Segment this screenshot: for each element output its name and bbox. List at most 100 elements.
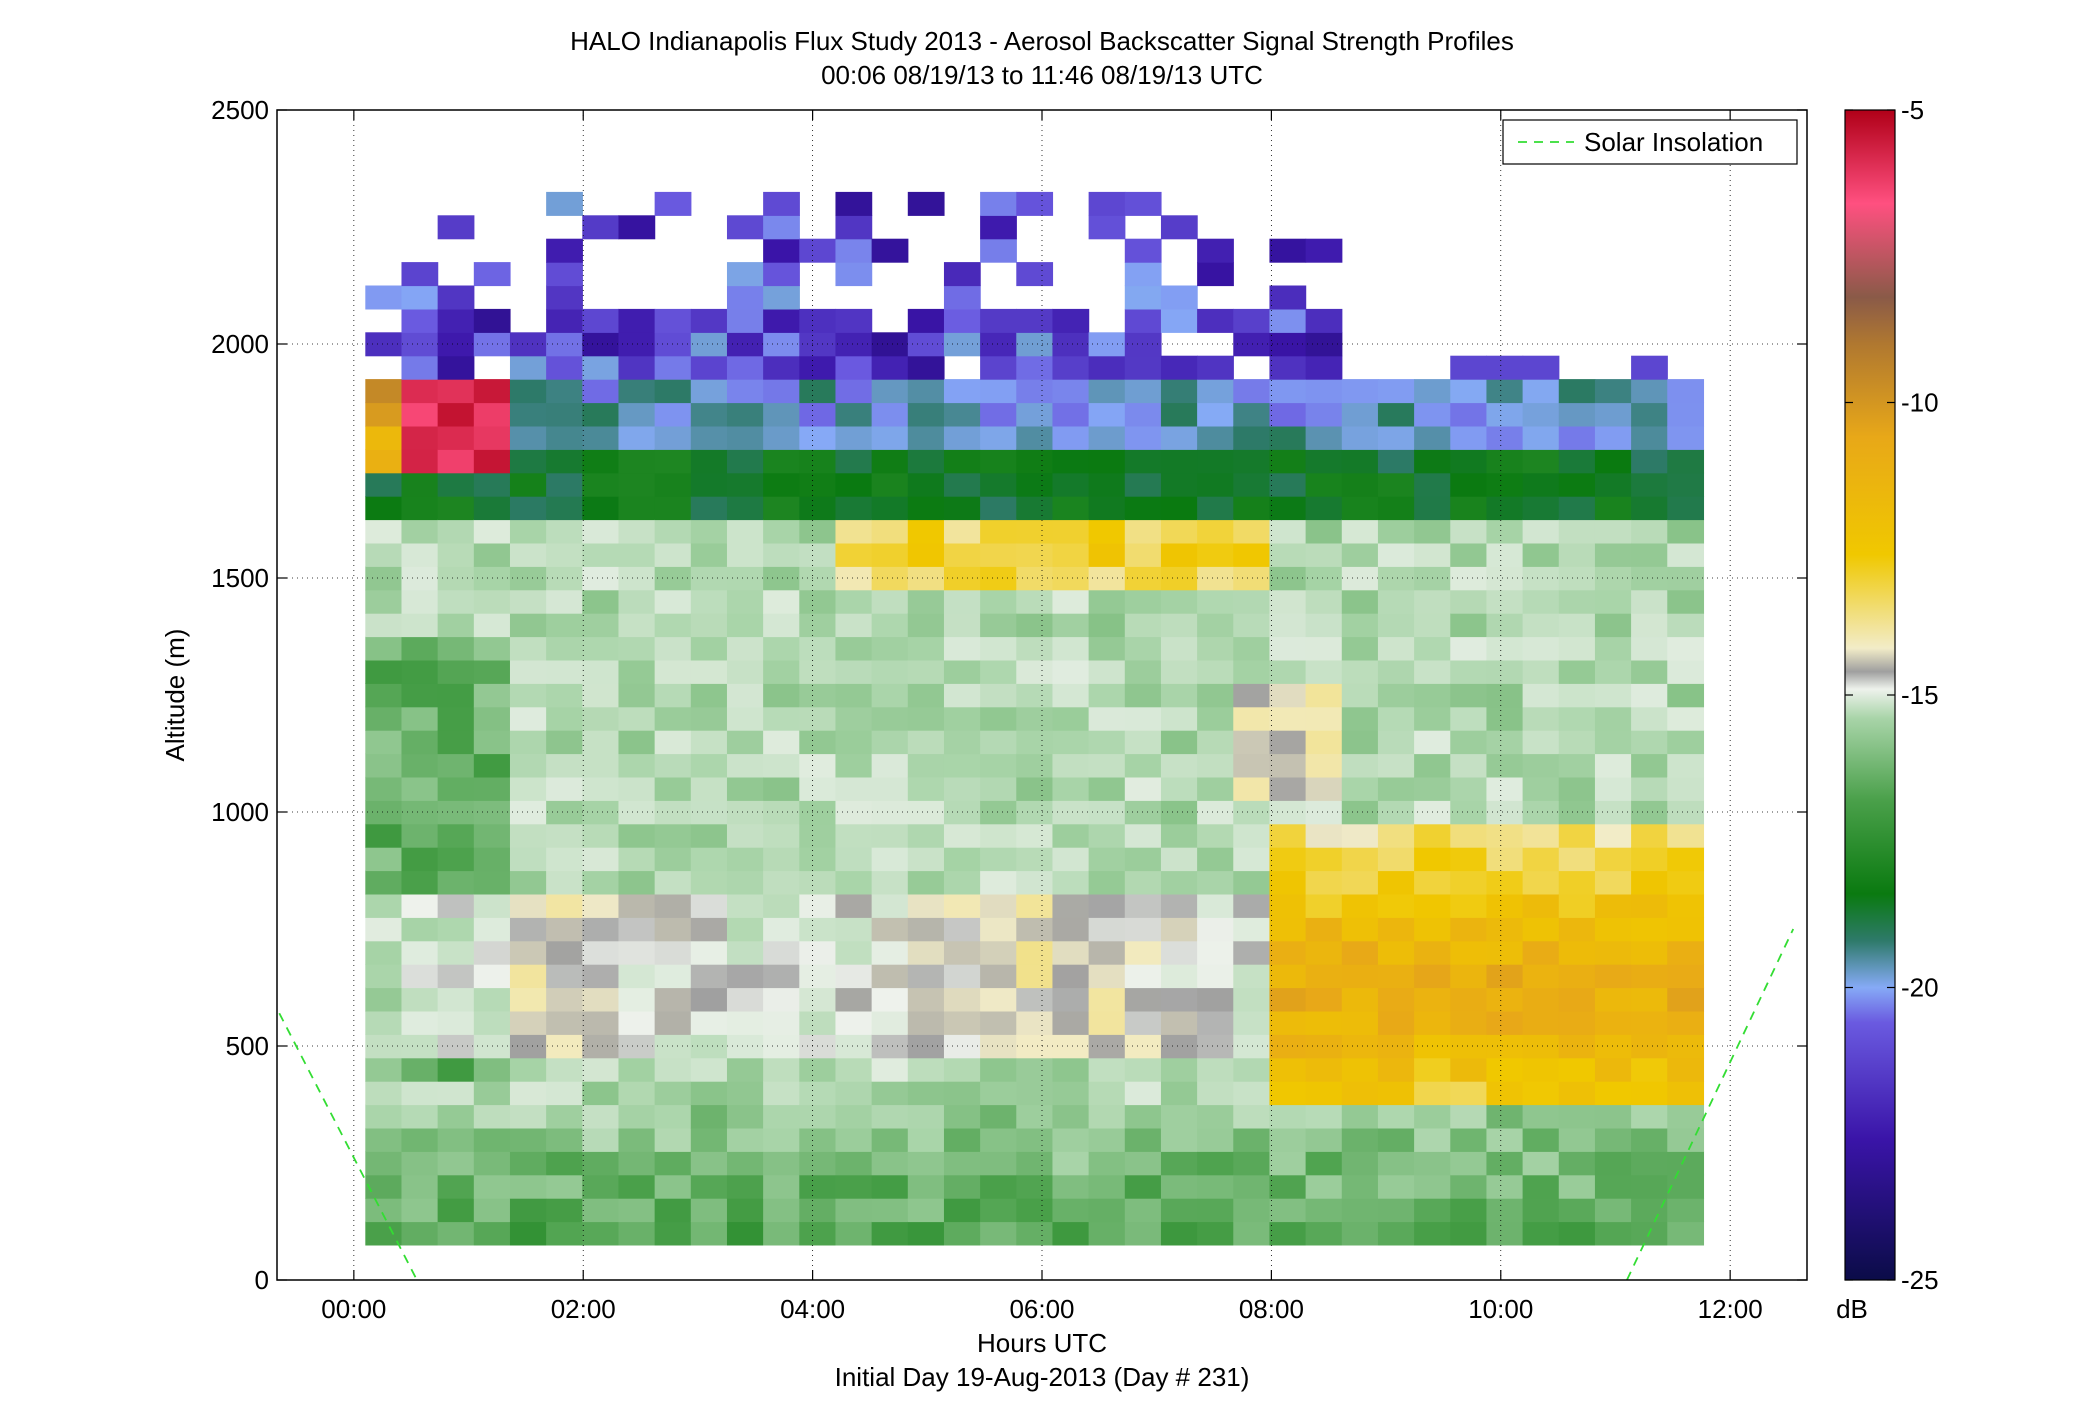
heatmap-cell bbox=[1414, 449, 1451, 474]
heatmap-cell bbox=[1450, 1057, 1488, 1082]
heatmap-cell bbox=[618, 355, 656, 380]
heatmap-cell bbox=[1233, 823, 1271, 848]
heatmap-cell bbox=[980, 847, 1017, 872]
heatmap-cell bbox=[473, 683, 511, 708]
heatmap-cell bbox=[401, 940, 439, 965]
heatmap-cell bbox=[763, 800, 800, 825]
heatmap-cell bbox=[1052, 659, 1090, 684]
heatmap-cell bbox=[1414, 987, 1451, 1012]
heatmap-cell bbox=[763, 893, 800, 918]
heatmap-cell bbox=[1486, 659, 1524, 684]
heatmap-cell bbox=[546, 285, 583, 310]
heatmap-cell bbox=[1522, 917, 1560, 942]
heatmap-cell bbox=[726, 1010, 764, 1035]
heatmap-cell bbox=[1594, 1174, 1632, 1199]
heatmap-cell bbox=[1450, 940, 1488, 965]
heatmap-cell bbox=[1341, 1057, 1379, 1082]
heatmap-cell bbox=[1486, 847, 1524, 872]
heatmap-cell bbox=[1124, 893, 1162, 918]
heatmap-cell bbox=[509, 683, 547, 708]
heatmap-cell bbox=[1486, 917, 1524, 942]
heatmap-cell bbox=[1160, 847, 1198, 872]
heatmap-cell bbox=[546, 308, 583, 333]
heatmap-cell bbox=[980, 917, 1017, 942]
heatmap-cell bbox=[1450, 730, 1488, 755]
heatmap-cell bbox=[1088, 449, 1126, 474]
heatmap-cell bbox=[401, 1010, 439, 1035]
heatmap-cell bbox=[1088, 542, 1126, 567]
heatmap-cell bbox=[1052, 940, 1090, 965]
heatmap-cell bbox=[654, 402, 692, 427]
heatmap-cell bbox=[943, 893, 981, 918]
heatmap-cell bbox=[401, 1104, 439, 1129]
heatmap-cell bbox=[1233, 1151, 1271, 1176]
heatmap-cell bbox=[907, 683, 945, 708]
heatmap-cell bbox=[1233, 613, 1271, 638]
heatmap-cell bbox=[582, 379, 620, 404]
heatmap-cell bbox=[1305, 425, 1343, 450]
heatmap-cell bbox=[401, 776, 439, 801]
heatmap-cell bbox=[1594, 753, 1632, 778]
heatmap-cell bbox=[1124, 1198, 1162, 1223]
heatmap-cell bbox=[1667, 1151, 1705, 1176]
heatmap-cell bbox=[1522, 449, 1560, 474]
heatmap-cell bbox=[726, 940, 764, 965]
heatmap-cell bbox=[871, 613, 909, 638]
y-tick-label: 0 bbox=[255, 1265, 269, 1295]
heatmap-cell bbox=[907, 917, 945, 942]
heatmap-cell bbox=[980, 215, 1017, 240]
heatmap-cell bbox=[799, 1174, 837, 1199]
heatmap-cell bbox=[980, 355, 1017, 380]
heatmap-cell bbox=[943, 613, 981, 638]
heatmap-cell bbox=[1269, 613, 1307, 638]
heatmap-cell bbox=[654, 1174, 692, 1199]
heatmap-cell bbox=[907, 379, 945, 404]
heatmap-cell bbox=[365, 449, 403, 474]
heatmap-cell bbox=[1233, 847, 1271, 872]
heatmap-cell bbox=[1522, 847, 1560, 872]
heatmap-cell bbox=[1631, 402, 1668, 427]
heatmap-cell bbox=[1594, 1034, 1632, 1059]
heatmap-cell bbox=[1233, 776, 1271, 801]
heatmap-cell bbox=[1522, 683, 1560, 708]
heatmap-cell bbox=[1016, 589, 1054, 614]
heatmap-cell bbox=[365, 730, 403, 755]
heatmap-cell bbox=[401, 379, 439, 404]
heatmap-cell bbox=[1305, 659, 1343, 684]
heatmap-cell bbox=[1197, 519, 1234, 544]
heatmap-cell bbox=[1522, 800, 1560, 825]
heatmap-cell bbox=[799, 308, 837, 333]
heatmap-cell bbox=[799, 730, 837, 755]
heatmap-cell bbox=[907, 308, 945, 333]
heatmap-cell bbox=[871, 776, 909, 801]
heatmap-cell bbox=[654, 964, 692, 989]
heatmap-cell bbox=[763, 589, 800, 614]
heatmap-cell bbox=[1667, 847, 1705, 872]
heatmap-cell bbox=[1414, 1198, 1451, 1223]
heatmap-cell bbox=[546, 589, 583, 614]
heatmap-cell bbox=[437, 730, 475, 755]
heatmap-cell bbox=[1016, 262, 1054, 287]
heatmap-cell bbox=[1414, 776, 1451, 801]
heatmap-cell bbox=[690, 800, 728, 825]
heatmap-cell bbox=[799, 472, 837, 497]
heatmap-cell bbox=[1124, 285, 1162, 310]
heatmap-cell bbox=[1124, 1034, 1162, 1059]
heatmap-cell bbox=[1558, 402, 1596, 427]
heatmap-cell bbox=[1414, 1151, 1451, 1176]
heatmap-cell bbox=[907, 706, 945, 731]
heatmap-cell bbox=[1377, 917, 1415, 942]
heatmap-cell bbox=[1233, 472, 1271, 497]
heatmap-cell bbox=[1233, 1081, 1271, 1106]
heatmap-cell bbox=[1522, 613, 1560, 638]
heatmap-cell bbox=[799, 1010, 837, 1035]
heatmap-cell bbox=[1124, 706, 1162, 731]
heatmap-cell bbox=[690, 1104, 728, 1129]
heatmap-cell bbox=[1197, 753, 1234, 778]
heatmap-cell bbox=[1052, 1127, 1090, 1152]
heatmap-cell bbox=[1016, 355, 1054, 380]
heatmap-cell bbox=[618, 1127, 656, 1152]
y-tick-label: 1000 bbox=[211, 797, 269, 827]
heatmap-cell bbox=[1486, 1081, 1524, 1106]
heatmap-cell bbox=[618, 425, 656, 450]
